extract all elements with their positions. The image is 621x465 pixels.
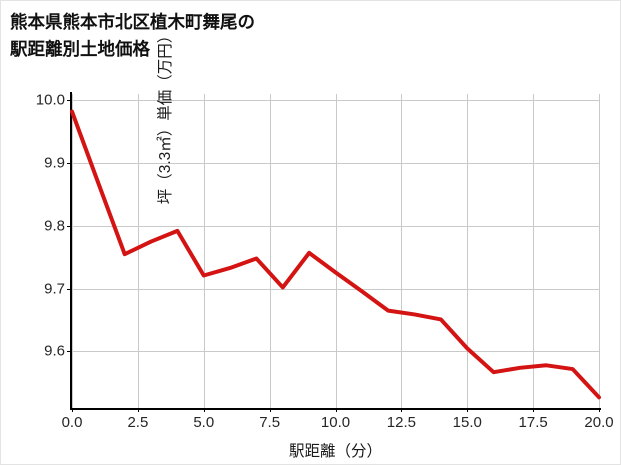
y-axis-spine (70, 92, 72, 410)
y-tick-label: 9.8 (44, 217, 65, 235)
y-tick-mark (67, 289, 71, 290)
y-tick-mark (67, 351, 71, 352)
x-tick-label: 0.0 (61, 414, 83, 431)
y-tick-mark (67, 100, 71, 101)
gridline-horizontal (72, 226, 599, 227)
y-tick-mark (67, 163, 71, 164)
x-tick-mark (401, 408, 402, 412)
gridline-vertical (599, 94, 600, 408)
x-tick-label: 2.5 (127, 414, 149, 431)
x-tick-label: 17.5 (518, 414, 548, 431)
gridline-vertical (72, 94, 73, 408)
x-tick-mark (533, 408, 534, 412)
x-tick-label: 20.0 (584, 414, 614, 431)
gridline-horizontal (72, 100, 599, 101)
x-tick-mark (72, 408, 73, 412)
x-tick-mark (138, 408, 139, 412)
gridline-horizontal (72, 163, 599, 164)
x-tick-label: 7.5 (259, 414, 281, 431)
y-tick-label: 10.0 (35, 91, 65, 109)
gridline-horizontal (72, 351, 599, 352)
y-tick-label: 9.9 (44, 154, 65, 172)
y-tick-label: 9.7 (44, 280, 65, 298)
gridline-horizontal (72, 289, 599, 290)
gridline-vertical (467, 94, 468, 408)
gridline-vertical (533, 94, 534, 408)
x-tick-label: 10.0 (320, 414, 351, 431)
gridline-vertical (204, 94, 205, 408)
x-tick-mark (467, 408, 468, 412)
y-axis-label: 坪（3.3㎡）単価（万円） (7, 0, 174, 205)
gridline-vertical (138, 94, 139, 408)
x-axis-spine (70, 408, 601, 410)
chart-title: 熊本県熊本市北区植木町舞尾の 駅距離別土地価格 (10, 12, 255, 59)
plot-area (72, 94, 599, 408)
gridline-vertical (401, 94, 402, 408)
x-tick-mark (204, 408, 205, 412)
plot-wrapper: 9.6 9.7 9.8 9.9 10.0 0.0 2.5 5.0 7.5 10.0 12.5 15.… (36, 92, 614, 460)
gridline-vertical (270, 94, 271, 408)
x-tick-mark (270, 408, 271, 412)
y-axis-label-text: 坪（3.3㎡）単価（万円） (157, 27, 174, 205)
x-tick-mark (599, 408, 600, 412)
y-tick-mark (67, 226, 71, 227)
x-tick-label: 12.5 (386, 414, 416, 431)
x-tick-label: 5.0 (193, 414, 215, 431)
y-tick-label: 9.6 (44, 342, 65, 360)
x-axis-label: 駅距離（分） (288, 443, 382, 460)
data-line-series-tsubo-tanka (70, 109, 601, 400)
x-tick-label: 15.0 (452, 414, 482, 431)
gridline-vertical (336, 94, 337, 408)
data-line-svg (70, 109, 601, 400)
x-tick-mark (336, 408, 337, 412)
